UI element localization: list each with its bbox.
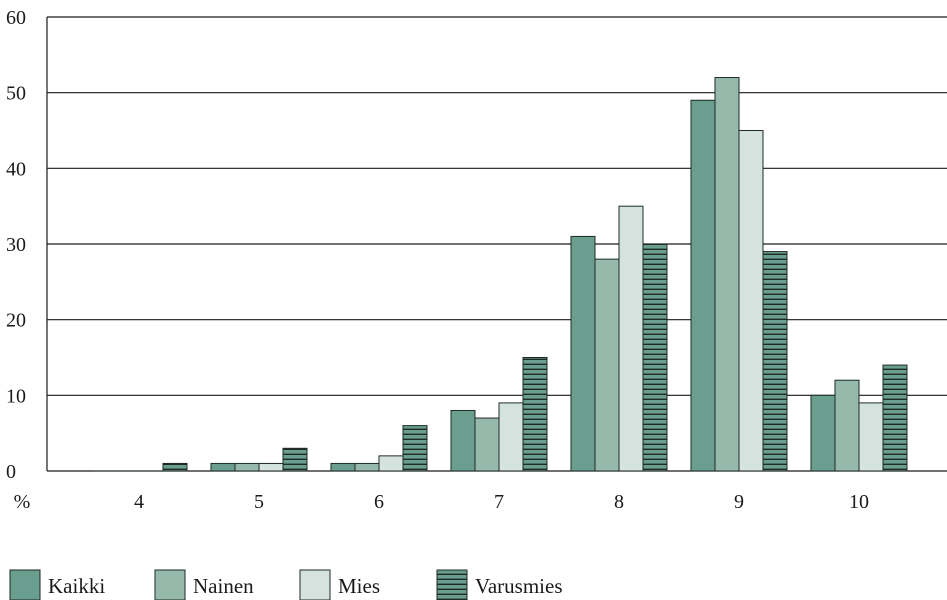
x-tick-label: 7 [494, 491, 504, 513]
bar-varusmies-7 [522, 357, 548, 472]
bar-varusmies-5 [282, 447, 308, 472]
legend-label-mies: Mies [338, 574, 380, 598]
legend-label-kaikki: Kaikki [48, 574, 105, 598]
bar-varusmies-10 [882, 364, 908, 472]
x-tick-label: 4 [134, 491, 144, 513]
bar-kaikki-8 [570, 235, 596, 472]
bar-mies-10 [858, 402, 884, 472]
bar-kaikki-5 [210, 462, 236, 472]
bar-mies-8 [618, 205, 644, 472]
legend-swatch-kaikki [9, 569, 41, 600]
bar-mies-7 [498, 402, 524, 472]
bar-nainen-6 [354, 462, 380, 472]
bar-varusmies-9 [762, 251, 788, 472]
bar-nainen-7 [474, 417, 500, 472]
bar-mies-5 [258, 462, 284, 472]
y-axis-label: % [14, 491, 31, 513]
y-tick-label: 0 [6, 461, 16, 483]
bar-varusmies-8 [642, 243, 668, 472]
y-tick-label: 40 [6, 158, 26, 180]
bar-nainen-8 [594, 258, 620, 472]
bar-varusmies-6 [402, 425, 428, 472]
y-tick-label: 50 [6, 83, 26, 105]
legend-swatch-varusmies [436, 569, 468, 600]
bar-kaikki-10 [810, 394, 836, 472]
bar-mies-6 [378, 455, 404, 472]
x-tick-labels: 4 5 6 7 8 9 10 [134, 491, 869, 513]
legend-label-nainen: Nainen [193, 574, 254, 598]
bars [90, 77, 908, 472]
bar-nainen-5 [234, 462, 260, 472]
y-tick-label: 10 [6, 385, 26, 407]
x-tick-label: 6 [374, 491, 384, 513]
legend-label-varusmies: Varusmies [475, 574, 563, 598]
bar-varusmies-4 [162, 462, 188, 472]
legend-swatch-mies [299, 569, 331, 600]
y-tick-label: 20 [6, 310, 26, 332]
x-tick-label: 10 [849, 491, 869, 513]
x-tick-label: 9 [734, 491, 744, 513]
legend-swatch-nainen [154, 569, 186, 600]
legend: Kaikki Nainen Mies Varusmies [9, 569, 563, 600]
bar-mies-9 [738, 130, 764, 472]
bar-nainen-9 [714, 77, 740, 472]
y-tick-label: 60 [6, 7, 26, 29]
bar-nainen-10 [834, 379, 860, 472]
y-tick-label: 30 [6, 234, 26, 256]
gridlines [46, 16, 947, 472]
x-tick-label: 5 [254, 491, 264, 513]
bar-kaikki-6 [330, 462, 356, 472]
bar-kaikki-9 [690, 99, 716, 472]
bar-kaikki-7 [450, 409, 476, 472]
y-tick-labels: 0 10 20 30 40 50 60 [6, 7, 26, 483]
x-tick-label: 8 [614, 491, 624, 513]
